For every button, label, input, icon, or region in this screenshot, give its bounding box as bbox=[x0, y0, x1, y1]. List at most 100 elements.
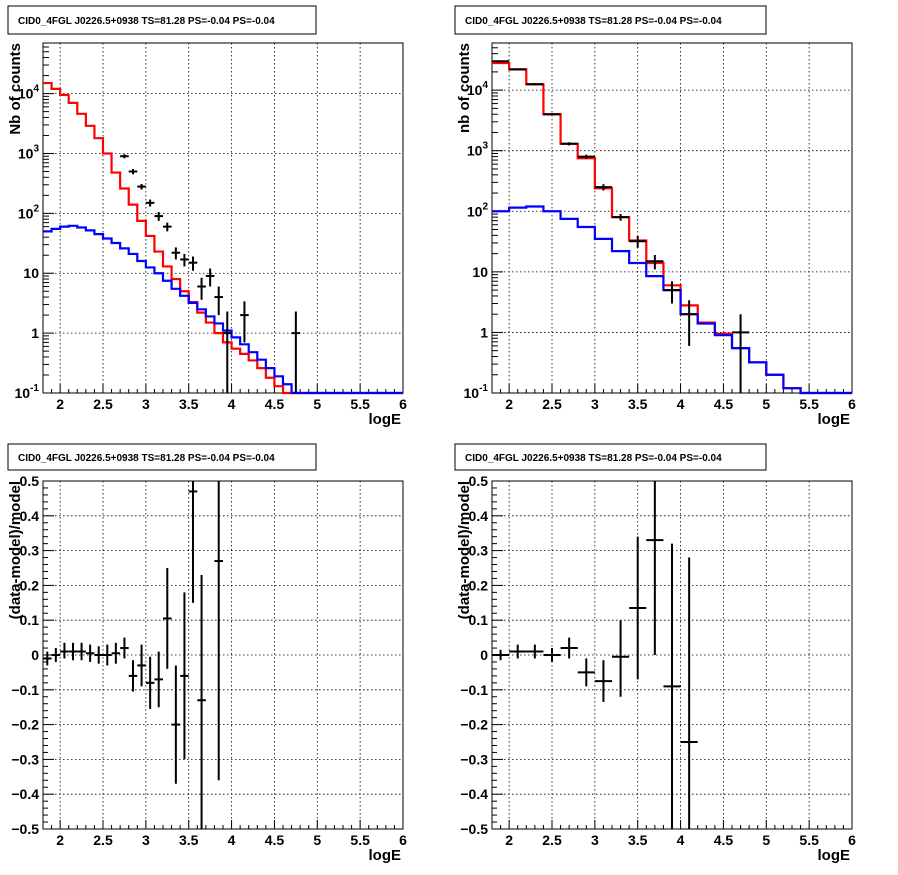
tick-exponent: 4 bbox=[482, 80, 488, 91]
tick-exponent: 3 bbox=[33, 143, 39, 154]
y-tick-label: 1 bbox=[480, 324, 488, 340]
y-tick-label: 10-1 bbox=[15, 383, 40, 401]
y-tick-label: 0.3 bbox=[20, 543, 40, 559]
data-point bbox=[732, 314, 750, 393]
data-point bbox=[629, 536, 647, 680]
data-point bbox=[646, 481, 664, 655]
chart-title: CID0_4FGL J0226.5+0938 TS=81.28 PS=-0.04… bbox=[18, 453, 275, 464]
x-tick-label: 3 bbox=[591, 832, 599, 848]
x-tick-label: 5.5 bbox=[350, 396, 370, 412]
data-point bbox=[128, 169, 138, 175]
y-tick-label: 0.4 bbox=[20, 508, 40, 524]
data-point bbox=[120, 154, 129, 159]
y-axis-label: Nb of counts bbox=[7, 43, 24, 135]
data-point bbox=[663, 281, 681, 304]
data-point bbox=[137, 183, 146, 190]
x-axis-label: logE bbox=[369, 411, 402, 428]
x-tick-label: 6 bbox=[399, 832, 407, 848]
data-point bbox=[94, 646, 103, 664]
y-axis-label: (data-model)/model bbox=[7, 481, 24, 619]
x-tick-label: 3 bbox=[591, 396, 599, 412]
x-tick-label: 2 bbox=[505, 396, 513, 412]
x-tick-label: 2.5 bbox=[542, 396, 562, 412]
tick-base: 10 bbox=[467, 143, 483, 159]
y-tick-label: 10-1 bbox=[464, 383, 489, 401]
data-point bbox=[509, 644, 527, 659]
chart-panel-4: CID0_4FGL J0226.5+0938 TS=81.28 PS=-0.04… bbox=[454, 443, 856, 864]
data-point bbox=[509, 68, 527, 71]
data-point bbox=[240, 301, 249, 343]
tick-exponent: 3 bbox=[482, 141, 488, 152]
data-point bbox=[543, 113, 561, 116]
chart-panel-3: CID0_4FGL J0226.5+0938 TS=81.28 PS=-0.04… bbox=[7, 443, 407, 864]
x-tick-label: 4.5 bbox=[265, 832, 285, 848]
data-point bbox=[543, 648, 561, 662]
data-point bbox=[137, 644, 146, 687]
chart-panel-2: CID0_4FGL J0226.5+0938 TS=81.28 PS=-0.04… bbox=[454, 5, 856, 428]
tick-base: 10 bbox=[467, 203, 483, 219]
x-tick-label: 4.5 bbox=[265, 396, 285, 412]
y-tick-label: −0.5 bbox=[460, 821, 488, 837]
data-point bbox=[214, 286, 223, 316]
tick-exponent: -1 bbox=[479, 383, 488, 394]
tick-base: 10 bbox=[464, 385, 480, 401]
tick-base: 10 bbox=[18, 86, 34, 102]
data-point bbox=[560, 142, 578, 146]
x-tick-label: 5.5 bbox=[350, 832, 370, 848]
y-tick-label: −0.2 bbox=[460, 717, 488, 733]
data-point bbox=[68, 642, 78, 661]
x-tick-label: 4.5 bbox=[714, 832, 734, 848]
x-tick-label: 3.5 bbox=[179, 832, 199, 848]
data-point bbox=[128, 660, 138, 692]
x-tick-label: 3 bbox=[142, 832, 150, 848]
y-tick-label: 0.2 bbox=[20, 577, 40, 593]
x-tick-label: 4.5 bbox=[714, 396, 734, 412]
histogram-series-2 bbox=[492, 205, 852, 395]
data-point bbox=[163, 222, 172, 232]
y-tick-label: 1 bbox=[31, 325, 39, 341]
histogram-series-2 bbox=[43, 224, 403, 395]
data-point bbox=[492, 649, 510, 661]
data-point bbox=[577, 154, 595, 159]
chart-title: CID0_4FGL J0226.5+0938 TS=81.28 PS=-0.04… bbox=[465, 16, 722, 27]
data-point bbox=[171, 665, 181, 784]
data-point bbox=[43, 651, 52, 666]
y-tick-label: 0 bbox=[480, 647, 488, 663]
y-tick-label: 102 bbox=[18, 203, 40, 221]
chart-panel-1: CID0_4FGL J0226.5+0938 TS=81.28 PS=-0.04… bbox=[7, 5, 407, 428]
data-point bbox=[180, 592, 189, 760]
tick-exponent: 4 bbox=[33, 84, 39, 95]
x-tick-label: 5.5 bbox=[799, 832, 819, 848]
data-point bbox=[85, 644, 95, 662]
x-axis-label: logE bbox=[818, 847, 851, 864]
data-point bbox=[154, 212, 163, 221]
histogram-series-1 bbox=[492, 61, 852, 395]
y-tick-label: 0.1 bbox=[20, 612, 40, 628]
data-point bbox=[205, 268, 215, 287]
data-point bbox=[197, 277, 206, 300]
data-point bbox=[594, 660, 612, 702]
chart-title-box bbox=[454, 5, 767, 35]
x-tick-label: 5 bbox=[313, 832, 321, 848]
data-point bbox=[291, 311, 301, 393]
y-tick-label: −0.4 bbox=[460, 786, 488, 802]
tick-exponent: -1 bbox=[30, 383, 39, 394]
x-tick-label: 3 bbox=[142, 396, 150, 412]
y-tick-label: 103 bbox=[467, 141, 489, 159]
x-tick-label: 4 bbox=[677, 396, 685, 412]
data-point bbox=[171, 247, 181, 260]
x-tick-label: 2.5 bbox=[542, 832, 562, 848]
data-point bbox=[60, 642, 69, 659]
y-tick-label: 0.5 bbox=[20, 473, 40, 489]
x-tick-label: 5 bbox=[313, 396, 321, 412]
y-tick-label: 103 bbox=[18, 143, 40, 161]
x-tick-label: 2 bbox=[56, 832, 64, 848]
y-tick-label: 0.4 bbox=[469, 508, 489, 524]
y-tick-label: 104 bbox=[18, 84, 40, 102]
data-point bbox=[629, 236, 647, 248]
x-tick-label: 5.5 bbox=[799, 396, 819, 412]
data-point bbox=[188, 481, 198, 603]
data-point bbox=[560, 637, 578, 659]
chart-title: CID0_4FGL J0226.5+0938 TS=81.28 PS=-0.04… bbox=[18, 16, 275, 27]
